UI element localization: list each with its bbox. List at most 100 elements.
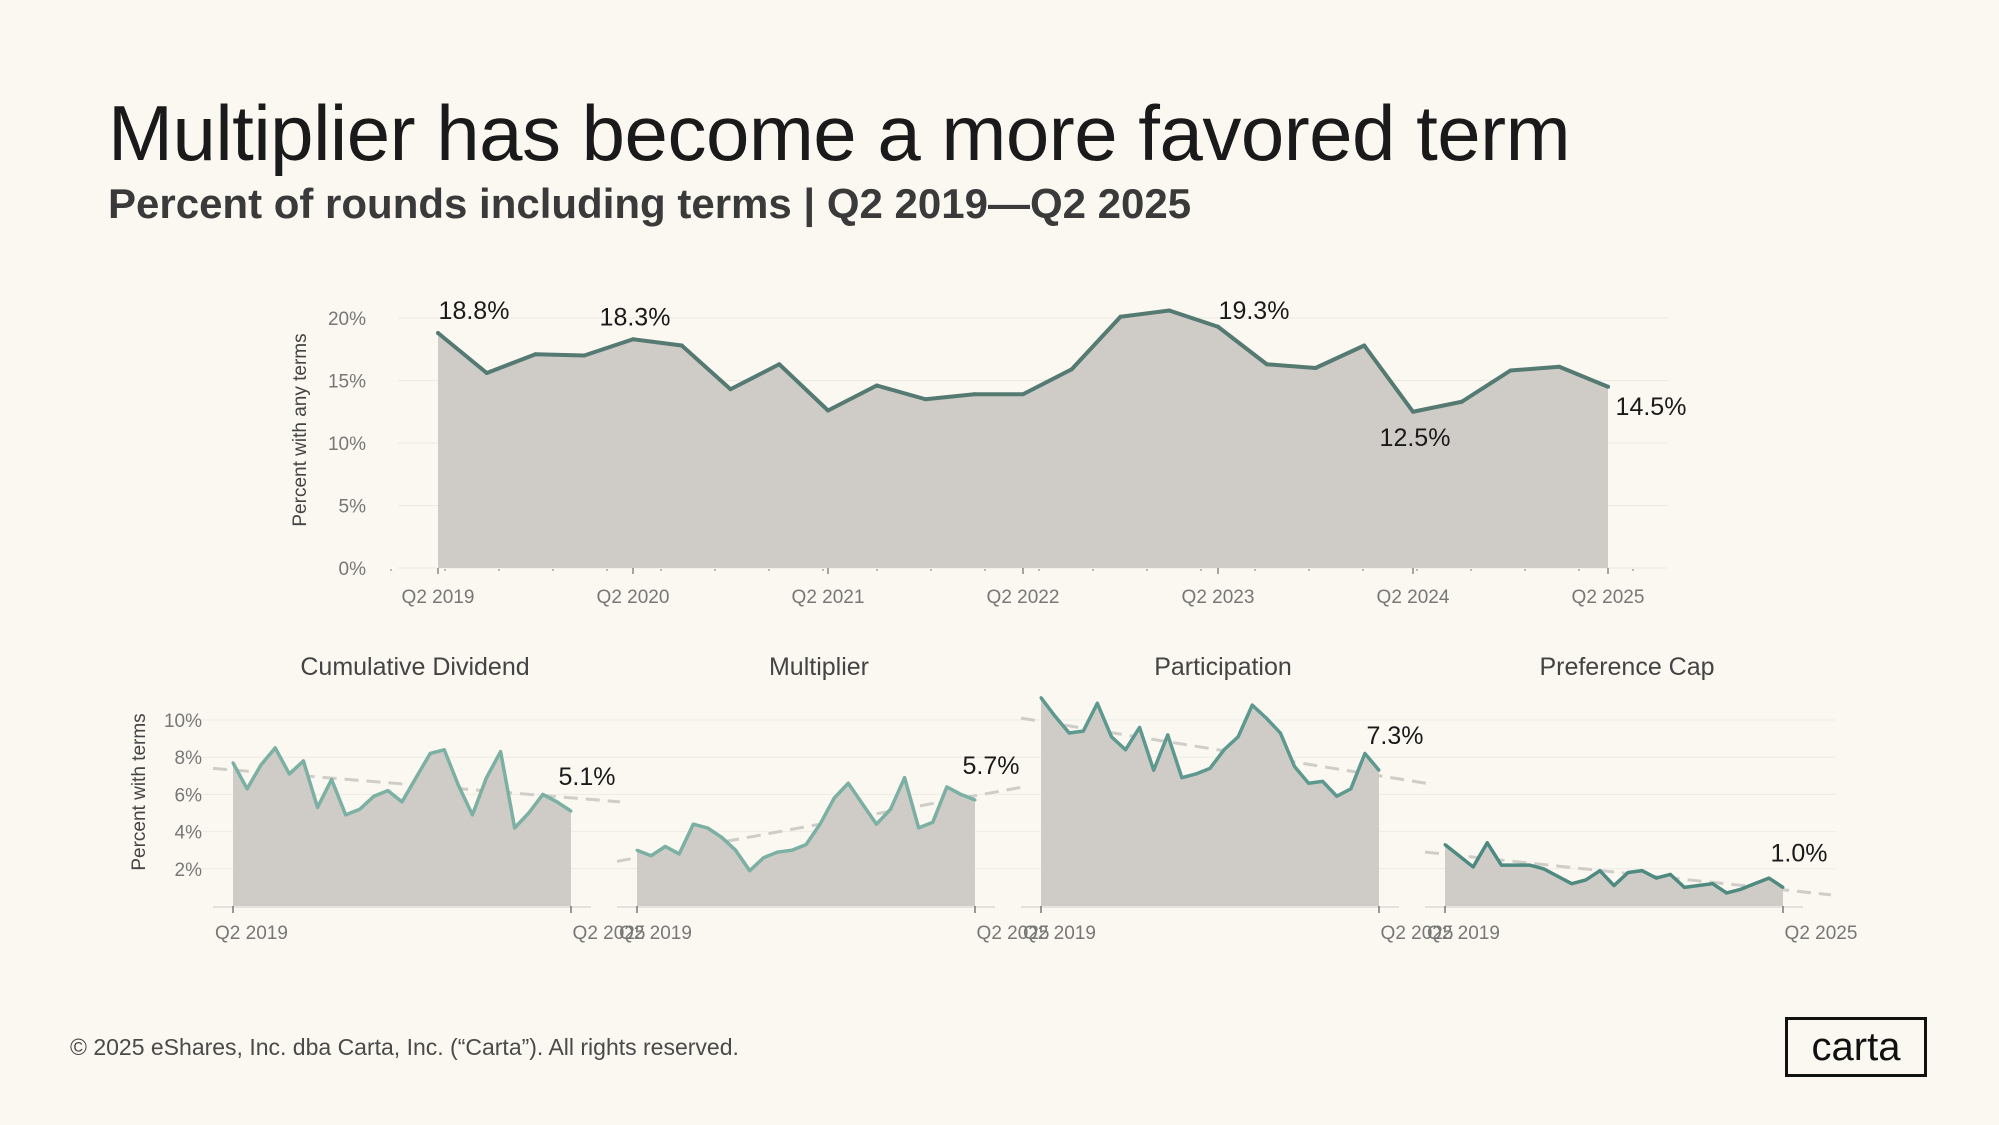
- main-data-point: [972, 392, 977, 397]
- small-data-point: [1612, 884, 1616, 888]
- small-data-point: [1781, 885, 1785, 889]
- small-data-point: [1711, 882, 1715, 886]
- small-chart-participation: Participation Q2 2019 Q2 2025 7.3%: [1020, 653, 1453, 944]
- main-data-point: [728, 387, 733, 392]
- small-data-point: [917, 826, 921, 830]
- small-data-point: [903, 776, 907, 780]
- small-x-tick-label: Q2 2019: [1023, 923, 1096, 944]
- main-y-tick-label: 10%: [328, 434, 366, 455]
- small-data-point: [259, 763, 263, 767]
- small-data-point: [677, 852, 681, 856]
- small-data-point: [1513, 863, 1517, 867]
- small-data-point: [231, 761, 235, 765]
- small-data-point: [358, 807, 362, 811]
- small-data-point: [1335, 794, 1339, 798]
- small-chart-cumulative-dividend: Cumulative Dividend Q2 2019 Q2 2025 5.1%: [212, 653, 646, 944]
- small-y-tick-label: 8%: [175, 748, 203, 769]
- small-x-tick-label: Q2 2025: [573, 923, 646, 944]
- small-data-point: [1443, 843, 1447, 847]
- small-data-point: [1457, 854, 1461, 858]
- small-data-point: [541, 792, 545, 796]
- small-data-point: [1739, 887, 1743, 891]
- main-chart: 0% 5% 10% 15% 20% Q2 2019 Q2 2020 Q2 2021 Q2 202…: [290, 297, 1686, 608]
- main-y-axis-label: Percent with any terms: [290, 333, 311, 526]
- small-data-point: [1039, 696, 1043, 700]
- carta-logo-text: carta: [1811, 1024, 1901, 1069]
- small-y-tick-label: 6%: [175, 785, 203, 806]
- small-data-point: [1542, 867, 1546, 871]
- small-data-point: [1363, 751, 1367, 755]
- small-data-point: [1081, 729, 1085, 733]
- small-area: [233, 747, 571, 906]
- small-data-point: [1222, 748, 1226, 752]
- main-area: [438, 310, 1608, 568]
- small-data-point: [372, 794, 376, 798]
- small-data-point: [1067, 731, 1071, 735]
- main-data-point: [582, 353, 587, 358]
- main-data-point: [923, 397, 928, 402]
- small-data-point: [301, 759, 305, 763]
- small-data-point: [762, 856, 766, 860]
- small-data-point: [889, 807, 892, 811]
- small-data-point: [1138, 725, 1142, 729]
- small-chart-title: Participation: [1154, 653, 1292, 681]
- small-data-point: [1767, 876, 1771, 880]
- small-data-point: [1208, 766, 1212, 770]
- main-data-point: [1313, 366, 1318, 370]
- chart-subtitle: Percent of rounds including terms | Q2 2…: [108, 180, 1192, 227]
- main-y-tick-label: 5%: [339, 497, 367, 518]
- small-data-point: [1278, 731, 1282, 735]
- small-data-point: [513, 826, 517, 830]
- small-data-point: [818, 822, 822, 826]
- small-data-point: [1697, 884, 1700, 888]
- main-data-point: [1264, 362, 1269, 367]
- small-data-point: [1725, 891, 1729, 895]
- main-data-point: [1411, 409, 1415, 414]
- small-x-tick-label: Q2 2019: [619, 923, 692, 944]
- small-data-label: 1.0%: [1771, 839, 1828, 867]
- small-chart-multiplier: Multiplier Q2 2019 Q2 2025 5.7%: [616, 653, 1049, 944]
- small-data-point: [1377, 768, 1381, 772]
- main-x-tick-label: Q2 2023: [1182, 587, 1255, 608]
- small-data-point: [1250, 703, 1254, 707]
- small-x-tick-label: Q2 2019: [1427, 923, 1500, 944]
- small-y-tick-label: 10%: [164, 711, 202, 732]
- main-data-label: 19.3%: [1219, 297, 1290, 325]
- main-data-point: [436, 331, 440, 335]
- small-data-point: [1570, 882, 1574, 886]
- main-x-tick-label: Q2 2022: [987, 587, 1060, 608]
- main-x-tick-label: Q2 2019: [402, 587, 475, 608]
- small-trend-line: [212, 766, 621, 804]
- small-chart-title: Cumulative Dividend: [300, 653, 529, 681]
- small-data-point: [1307, 781, 1311, 785]
- small-data-point: [649, 854, 653, 858]
- small-y-tick-label: 2%: [175, 860, 203, 881]
- small-data-point: [1668, 872, 1672, 876]
- small-data-point: [1654, 876, 1658, 880]
- small-data-point: [1264, 716, 1268, 720]
- small-data-point: [1166, 733, 1170, 737]
- small-data-point: [527, 811, 531, 815]
- small-data-point: [470, 813, 474, 817]
- small-data-point: [456, 783, 460, 787]
- small-data-point: [734, 848, 738, 852]
- small-data-point: [635, 848, 639, 852]
- main-data-point: [1118, 314, 1123, 319]
- main-x-tick-label: Q2 2021: [792, 587, 865, 608]
- small-data-point: [428, 751, 432, 755]
- small-data-point: [1349, 787, 1353, 791]
- small-data-point: [569, 809, 573, 813]
- small-data-point: [287, 772, 291, 776]
- small-data-point: [1598, 869, 1602, 873]
- small-x-tick-label: Q2 2025: [1785, 923, 1858, 944]
- small-data-point: [1626, 871, 1630, 875]
- small-data-point: [860, 802, 864, 806]
- small-data-point: [804, 843, 808, 847]
- small-data-point: [945, 785, 949, 789]
- main-y-tick-label: 20%: [328, 309, 366, 330]
- small-data-label: 5.1%: [559, 763, 616, 791]
- small-data-point: [832, 796, 836, 800]
- small-data-point: [442, 748, 446, 752]
- small-data-point: [1152, 768, 1156, 772]
- main-data-point: [777, 362, 782, 367]
